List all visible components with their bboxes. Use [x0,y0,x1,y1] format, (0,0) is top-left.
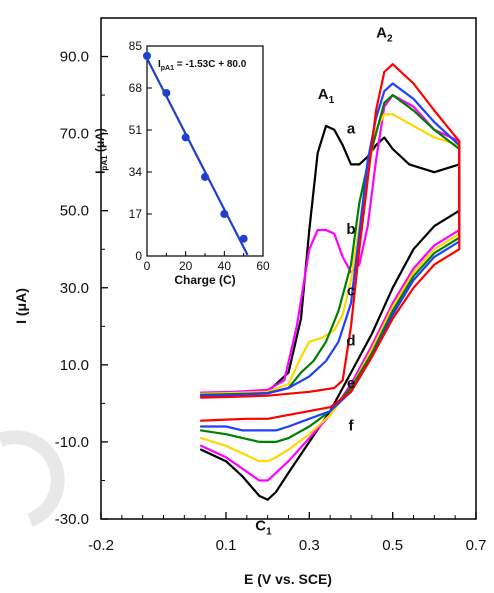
main-annotations: A1 A2 C1 a b c d e f [255,24,393,537]
inset-data-point [220,210,229,218]
inset-data-point [143,51,151,60]
x-tick-label: 0.3 [299,537,320,554]
inset-equation: IpA1 = -1.53C + 80.0 [158,59,247,72]
x-tick-label: 0.7 [466,537,487,554]
y-tick-label: 10.0 [60,357,89,374]
y-tick-label: -10.0 [55,434,89,451]
inset-y-tick-label: 17 [129,207,143,221]
inset-y-tick-label: 34 [129,165,143,179]
cv-curve-b [199,94,461,482]
annotation-c: c [347,282,355,299]
cv-curve-a [199,124,461,501]
annotation-A1: A1 [318,86,335,106]
cv-curve-d [199,94,461,443]
x-tick-label: -0.2 [88,537,114,554]
annotation-e: e [347,375,355,392]
annotation-A2: A2 [376,24,393,44]
y-tick-label: -30.0 [55,511,89,528]
x-tick-label: 0.1 [216,537,237,554]
inset-x-tick-label: 20 [179,259,193,273]
inset-axis-ticks: 0 20 40 60 0 17 34 51 68 85 [129,39,270,273]
annotation-d: d [346,333,355,350]
y-tick-label: 50.0 [60,203,89,220]
annotation-f: f [349,417,355,434]
inset-y-tick-label: 51 [129,123,143,137]
inset-x-tick-label: 40 [218,259,232,273]
main-curves [199,63,461,501]
inset-x-tick-label: 60 [256,259,270,273]
y-tick-label: 90.0 [60,49,89,66]
inset-x-axis-title: Charge (C) [174,273,235,287]
inset-data-point [239,234,248,243]
inset-data-point [181,133,190,142]
x-tick-label: 0.5 [382,537,403,554]
inset-data-point [201,172,209,181]
annotation-a: a [347,121,356,138]
inset-data-points [143,51,248,243]
main-x-axis-title: E (V vs. SCE) [244,571,332,587]
y-tick-label: 30.0 [60,280,89,297]
inset-y-axis-title: IpA1 (μA) [93,128,109,174]
inset-data-point [162,88,171,97]
main-y-axis-title: I (μA) [13,288,29,324]
watermark-arc [0,430,65,527]
y-tick-label: 70.0 [60,126,89,143]
inset-y-tick-label: 0 [135,249,142,263]
cv-curve-c [199,113,461,463]
cv-curve-f [199,63,461,422]
annotation-b: b [346,221,355,238]
main-axis-ticks: -0.2 0.1 0.3 0.5 0.7 -30.0 -10.0 10.0 30.0 50.0 70… [55,49,487,554]
inset-y-tick-label: 68 [129,81,143,95]
inset-background [147,46,263,256]
inset-x-tick-label: 0 [144,259,151,273]
inset-y-tick-label: 85 [129,39,143,53]
annotation-C1: C1 [255,518,272,538]
